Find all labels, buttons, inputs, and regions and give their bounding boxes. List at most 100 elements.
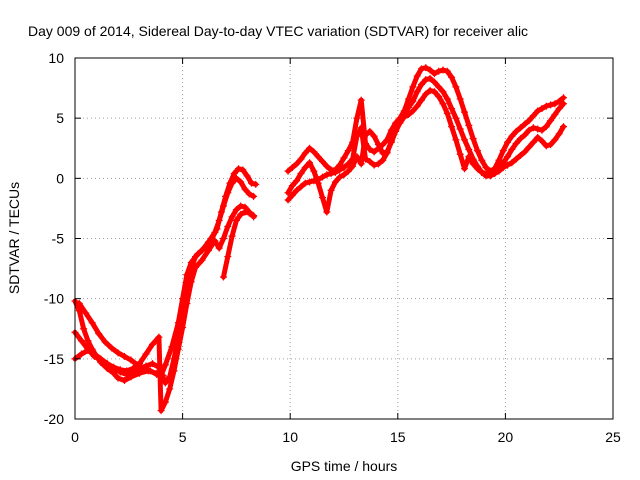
data-point — [252, 180, 260, 188]
data-point — [448, 73, 456, 81]
data-point — [293, 186, 301, 194]
data-point — [127, 356, 135, 364]
data-point — [232, 206, 240, 214]
data-point — [379, 156, 387, 164]
data-point — [521, 120, 529, 128]
data-point — [525, 117, 533, 125]
data-point — [129, 364, 137, 372]
data-point — [508, 145, 516, 153]
data-point — [284, 167, 292, 175]
data-point — [409, 107, 417, 115]
data-point — [525, 126, 533, 134]
data-point — [215, 244, 223, 252]
data-point — [84, 337, 92, 345]
data-point — [323, 171, 331, 179]
data-point — [318, 194, 326, 202]
data-point — [301, 149, 309, 157]
data-point — [366, 145, 374, 153]
data-point — [80, 325, 88, 333]
data-point — [461, 108, 469, 116]
data-point — [297, 170, 305, 178]
data-point — [224, 253, 232, 261]
data-point — [123, 367, 131, 375]
data-point — [288, 191, 296, 199]
x-tick-label: 20 — [498, 429, 514, 445]
data-point — [114, 374, 122, 382]
data-point — [142, 350, 150, 358]
data-point — [82, 309, 90, 317]
data-point — [521, 131, 529, 139]
data-point — [469, 135, 477, 143]
data-point — [331, 178, 339, 186]
data-point — [241, 208, 249, 216]
data-point — [439, 66, 447, 74]
data-point — [235, 165, 243, 173]
data-point — [473, 147, 481, 155]
data-point — [344, 160, 352, 168]
data-point — [120, 352, 128, 360]
data-point — [560, 94, 568, 102]
data-point — [310, 148, 318, 156]
data-point — [370, 161, 378, 169]
series-band — [175, 296, 186, 326]
data-point — [504, 153, 512, 161]
data-point — [439, 88, 447, 96]
data-point — [379, 149, 387, 157]
data-point — [318, 173, 326, 181]
data-point — [157, 407, 165, 415]
series-band — [556, 124, 567, 137]
data-point — [155, 333, 163, 341]
data-point — [198, 247, 206, 255]
series-5 — [284, 64, 568, 175]
data-point — [215, 216, 223, 224]
data-point — [327, 170, 335, 178]
data-point — [508, 159, 516, 167]
series-band — [358, 132, 369, 167]
data-point — [198, 256, 206, 264]
data-point — [512, 155, 520, 163]
data-point — [297, 155, 305, 163]
data-point — [232, 174, 240, 182]
data-point — [153, 370, 161, 378]
data-point — [133, 361, 141, 369]
data-point — [478, 156, 486, 164]
series-band — [188, 264, 199, 285]
data-point — [555, 105, 563, 113]
series-band — [229, 217, 239, 239]
data-point — [512, 127, 520, 135]
data-point — [538, 126, 546, 134]
data-point — [314, 153, 322, 161]
data-point — [237, 178, 245, 186]
data-point — [362, 131, 370, 139]
series-7 — [284, 86, 568, 216]
data-point — [110, 363, 118, 371]
data-point — [353, 132, 361, 140]
series-band — [175, 325, 186, 352]
data-point — [508, 132, 516, 140]
data-point — [491, 170, 499, 178]
data-point — [174, 345, 182, 353]
data-point — [116, 366, 124, 374]
data-point — [542, 142, 550, 150]
data-point — [499, 147, 507, 155]
series-band — [167, 368, 177, 392]
data-point — [75, 299, 83, 307]
data-point — [534, 107, 542, 115]
y-tick-label: 10 — [48, 50, 64, 66]
data-point — [340, 154, 348, 162]
x-axis-label: GPS time / hours — [291, 458, 398, 474]
data-point — [297, 183, 305, 191]
data-point — [349, 162, 357, 170]
data-point — [370, 132, 378, 140]
data-point — [383, 148, 391, 156]
data-point — [525, 143, 533, 151]
data-point — [232, 216, 240, 224]
data-point — [323, 162, 331, 170]
data-point — [551, 100, 559, 108]
data-point — [228, 232, 236, 240]
data-point — [521, 148, 529, 156]
data-point — [534, 125, 542, 133]
data-point — [237, 202, 245, 210]
data-point — [443, 67, 451, 75]
data-point — [97, 355, 105, 363]
